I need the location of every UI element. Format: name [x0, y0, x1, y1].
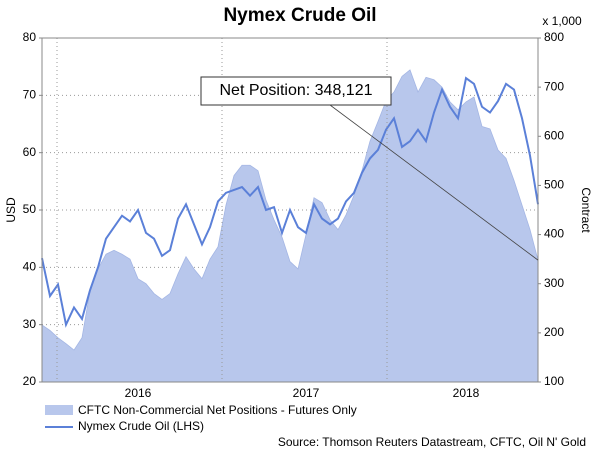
legend-swatch	[45, 405, 73, 415]
annotation: Net Position: 348,121	[220, 82, 373, 99]
source: Source: Thomson Reuters Datastream, CFTC…	[278, 435, 586, 449]
y-axis-label: USD	[4, 197, 18, 223]
y2-unit: x 1,000	[542, 14, 582, 28]
y2-axis-label: Contract	[579, 187, 593, 233]
y2-tick-label: 300	[544, 276, 564, 290]
y-tick-label: 30	[23, 317, 37, 331]
legend-label: CFTC Non-Commercial Net Positions - Futu…	[78, 403, 357, 417]
annotation-pointer	[329, 104, 539, 261]
chart-title: Nymex Crude Oil	[223, 5, 376, 26]
y2-tick-label: 500	[544, 178, 564, 192]
area	[41, 69, 539, 383]
y2-tick-label: 600	[544, 128, 564, 142]
y-tick-label: 50	[23, 202, 37, 216]
y-tick-label: 70	[23, 88, 37, 102]
y-tick-label: 20	[23, 374, 37, 388]
x-tick-label: 2016	[125, 386, 152, 400]
legend-label: Nymex Crude Oil (LHS)	[78, 419, 204, 433]
y-tick-label: 80	[23, 30, 37, 44]
y-tick-label: 40	[23, 260, 37, 274]
y2-tick-label: 400	[544, 227, 564, 241]
y2-tick-label: 700	[544, 79, 564, 93]
y-tick-label: 60	[23, 145, 37, 159]
line	[41, 76, 539, 328]
x-tick-label: 2018	[453, 386, 480, 400]
y2-tick-label: 200	[544, 325, 564, 339]
x-tick-label: 2017	[293, 386, 320, 400]
y2-tick-label: 100	[544, 374, 564, 388]
annotation-box	[200, 76, 392, 106]
y2-tick-label: 800	[544, 30, 564, 44]
